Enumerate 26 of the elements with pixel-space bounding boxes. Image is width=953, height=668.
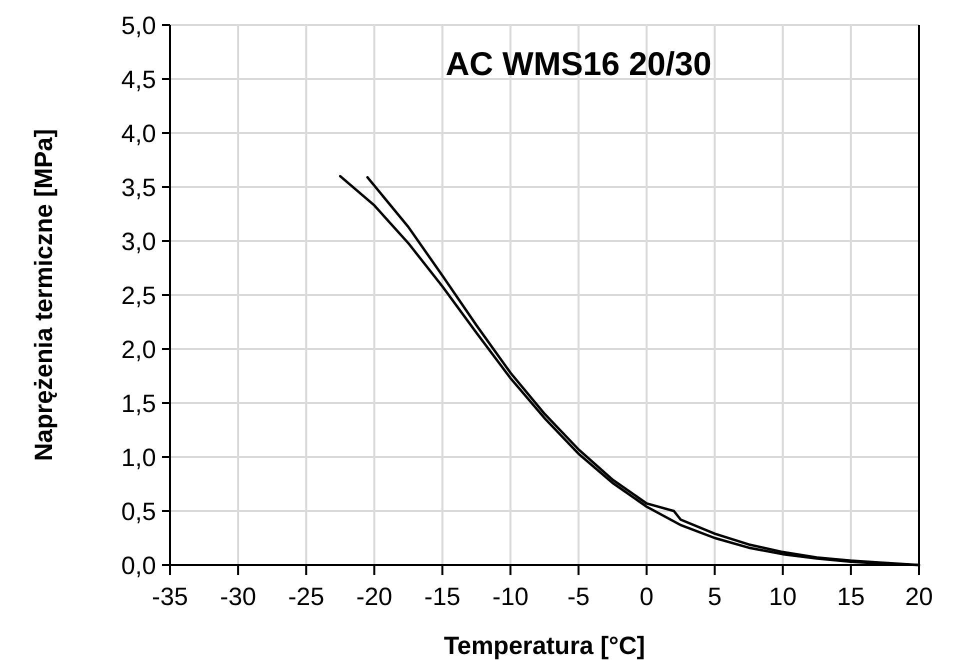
y-tick-label: 2,0 — [121, 336, 156, 364]
x-tick-label: -20 — [356, 583, 392, 611]
x-tick-label: -15 — [424, 583, 460, 611]
x-tick-label: 10 — [768, 583, 797, 611]
x-tick-label: -10 — [492, 583, 529, 611]
text: AC WMS16 20/30 — [446, 45, 712, 82]
x-axis-title: Temperatura [°C] — [444, 632, 646, 660]
y-tick-label: 2,5 — [121, 282, 156, 310]
x-tick-label: 20 — [905, 583, 933, 611]
y-tick-label: 3,5 — [121, 174, 156, 202]
y-axis-title: Naprężenia termiczne [MPa] — [30, 128, 58, 462]
y-tick-label: 3,0 — [121, 228, 156, 256]
x-tick-label: -25 — [288, 583, 324, 611]
x-tick-label: 5 — [708, 583, 722, 611]
y-tick-label: 5,0 — [121, 12, 156, 40]
y-tick-label: 1,5 — [121, 390, 156, 418]
y-tick-label: 4,5 — [121, 66, 156, 94]
x-tick-label: -30 — [220, 583, 256, 611]
x-tick-label: -5 — [567, 583, 590, 611]
x-tick-label: -35 — [152, 583, 188, 611]
y-tick-label: 4,0 — [121, 120, 156, 148]
x-tick-label: 0 — [640, 583, 654, 611]
y-tick-label: 1,0 — [121, 444, 156, 472]
x-tick-label: 15 — [837, 583, 865, 611]
y-tick-label: 0,0 — [121, 552, 156, 580]
y-tick-label: 0,5 — [121, 498, 156, 526]
